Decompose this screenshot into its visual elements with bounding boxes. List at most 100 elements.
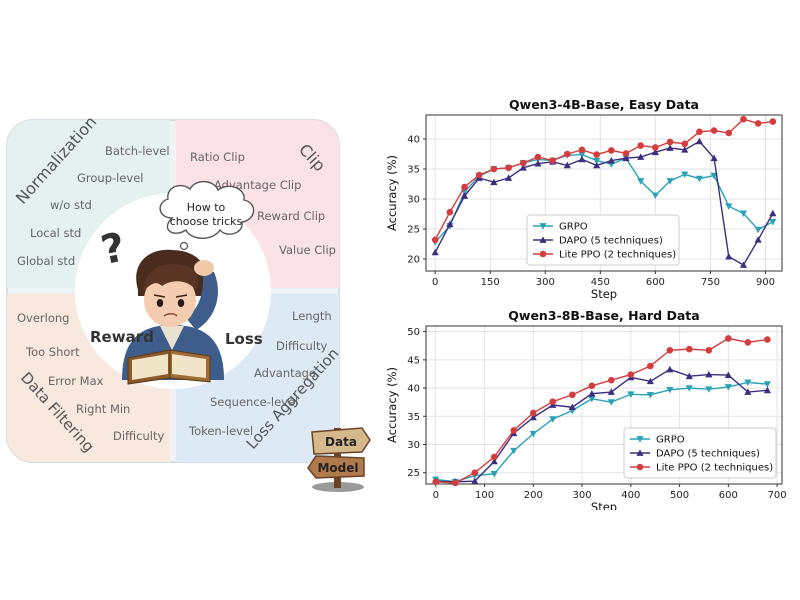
data-point (504, 174, 513, 181)
data-point (608, 376, 615, 384)
data-point (529, 409, 537, 417)
agg-item: Sequence-level (210, 395, 298, 409)
x-tick-label: 600 (646, 277, 665, 288)
data-point (685, 385, 693, 392)
data-point (705, 370, 713, 378)
data-point (725, 335, 732, 342)
data-point (593, 151, 600, 158)
y-tick-label: 40 (407, 384, 420, 395)
chart-title: Qwen3-8B-Base, Hard Data (508, 308, 699, 323)
x-tick-label: 400 (621, 490, 640, 501)
y-tick-label: 35 (407, 412, 420, 423)
y-axis-label: Accuracy (%) (385, 367, 399, 443)
data-point (740, 115, 747, 123)
y-tick-label: 30 (407, 195, 420, 206)
data-point (744, 379, 752, 387)
data-point (637, 142, 645, 149)
x-tick-label: 300 (536, 277, 555, 288)
norm-item: w/o std (50, 198, 92, 212)
data-point (695, 175, 704, 183)
data-point (622, 154, 630, 162)
data-point (724, 371, 732, 378)
data-point (763, 381, 771, 388)
data-point (744, 388, 752, 395)
clip-item: Value Clip (279, 243, 336, 257)
data-point (490, 470, 498, 478)
data-point (490, 165, 498, 173)
data-point (651, 148, 659, 156)
filter-item: Difficulty (113, 429, 164, 443)
data-point (705, 386, 713, 393)
legend-marker (539, 236, 547, 243)
x-tick-label: 0 (432, 277, 438, 288)
series-0 (432, 379, 771, 486)
data-point (471, 477, 479, 485)
data-point (608, 147, 615, 154)
data-point (666, 138, 674, 146)
x-tick-label: 500 (670, 490, 689, 501)
y-tick-label: 25 (407, 225, 420, 236)
filter-item: Error Max (48, 374, 104, 388)
data-point (763, 386, 771, 394)
data-point (754, 236, 762, 243)
legend-marker (539, 223, 547, 230)
data-point (769, 118, 777, 125)
data-point (681, 140, 689, 148)
data-point (652, 144, 659, 151)
data-point (637, 153, 645, 160)
data-point (724, 384, 732, 391)
data-point (710, 127, 718, 134)
data-point (568, 403, 576, 411)
series-line (435, 337, 768, 484)
data-point (534, 153, 542, 161)
data-point (725, 203, 733, 210)
data-point (549, 398, 557, 405)
x-tick-label: 200 (524, 490, 543, 501)
data-point (461, 183, 468, 191)
series-2 (431, 115, 777, 244)
tricks-diagram: Normalization Clip Data Filtering Loss A… (6, 112, 371, 492)
data-point (431, 248, 439, 256)
filter-item: Right Min (76, 402, 130, 416)
x-tick-label: 600 (719, 490, 738, 501)
data-point (681, 171, 689, 178)
data-point (607, 157, 615, 164)
data-point (475, 171, 483, 179)
data-point (681, 146, 689, 153)
signpost (307, 427, 371, 492)
legend-label: GRPO (559, 222, 588, 233)
series-line (435, 381, 768, 483)
x-tick-label: 0 (433, 490, 439, 501)
data-point (607, 388, 615, 395)
data-point (607, 399, 615, 406)
data-point (519, 159, 527, 167)
data-point (588, 390, 596, 397)
chart-title: Qwen3-4B-Base, Easy Data (509, 97, 699, 112)
legend-label: DAPO (5 techniques) (559, 236, 663, 247)
y-tick-label: 45 (407, 355, 420, 366)
x-tick-label: 900 (756, 277, 775, 288)
series-2 (432, 335, 771, 487)
reward-label: Reward (90, 328, 154, 346)
data-point (446, 208, 454, 216)
data-point (431, 236, 439, 244)
data-point (646, 377, 654, 385)
clip-item: Reward Clip (257, 209, 325, 223)
y-tick-label: 35 (407, 165, 420, 176)
data-point (471, 469, 479, 477)
data-point (685, 372, 693, 380)
data-point (769, 209, 777, 217)
data-point (578, 146, 586, 154)
agg-item: Advantage (254, 366, 316, 380)
x-tick-label: 300 (573, 490, 592, 501)
data-point (446, 220, 454, 228)
data-point (666, 365, 674, 373)
data-point (510, 447, 518, 455)
data-point (666, 346, 674, 354)
data-point (666, 144, 674, 151)
y-tick-label: 25 (407, 468, 420, 479)
data-point (686, 345, 693, 353)
thought-text-line2: choose tricks (170, 215, 243, 228)
norm-item: Group-level (77, 171, 144, 185)
data-point (593, 157, 601, 165)
